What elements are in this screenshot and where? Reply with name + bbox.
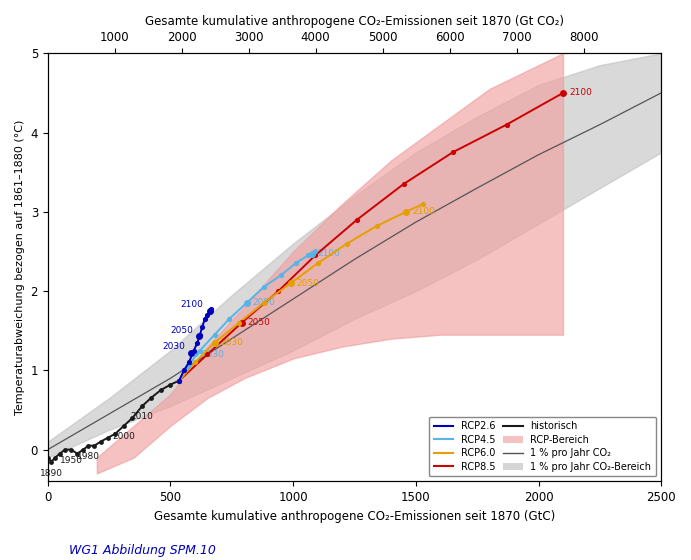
Point	[501, 120, 512, 129]
Text: 2030: 2030	[162, 342, 185, 351]
Legend: RCP2.6, RCP4.5, RCP6.0, RCP8.5, historisch, RCP-Bereich, 1 % pro Jahr CO₂, 1 % p: RCP2.6, RCP4.5, RCP6.0, RCP8.5, historis…	[429, 417, 656, 477]
Point	[306, 249, 317, 258]
Point	[173, 376, 184, 385]
Point	[194, 330, 205, 339]
Point	[145, 394, 156, 403]
Point	[173, 376, 184, 385]
Point	[310, 251, 321, 260]
Text: 2100: 2100	[569, 88, 592, 97]
Point	[310, 247, 321, 256]
Point	[209, 330, 220, 339]
Point	[199, 314, 210, 323]
Point	[182, 362, 193, 371]
X-axis label: Gesamte kumulative anthropogene CO₂-Emissionen seit 1870 (GtC): Gesamte kumulative anthropogene CO₂-Emis…	[154, 510, 555, 522]
Point	[186, 348, 197, 357]
Text: 1980: 1980	[77, 452, 100, 461]
Point	[401, 207, 412, 216]
Text: 2100: 2100	[181, 300, 204, 309]
X-axis label: Gesamte kumulative anthropogene CO₂-Emissionen seit 1870 (Gt CO₂): Gesamte kumulative anthropogene CO₂-Emis…	[145, 15, 564, 28]
Point	[50, 453, 61, 462]
Text: 2050: 2050	[253, 298, 276, 307]
Text: 2030: 2030	[201, 350, 224, 359]
Y-axis label: Temperaturabweichung bezogen auf 1861–1880 (°C): Temperaturabweichung bezogen auf 1861–18…	[15, 120, 25, 415]
Point	[204, 306, 215, 315]
Point	[241, 298, 252, 307]
Point	[285, 279, 296, 288]
Point	[197, 322, 208, 331]
Point	[59, 445, 70, 454]
Point	[178, 366, 189, 375]
Point	[183, 358, 194, 367]
Text: WG1 Abbildung SPM.10: WG1 Abbildung SPM.10	[69, 544, 216, 557]
Point	[236, 318, 247, 327]
Point	[303, 251, 314, 260]
Point	[204, 306, 215, 315]
Text: 2100: 2100	[318, 249, 341, 258]
Point	[83, 441, 94, 450]
Point	[165, 380, 176, 389]
Text: 2050: 2050	[297, 279, 320, 288]
Text: 2010: 2010	[131, 412, 153, 421]
Point	[202, 350, 213, 359]
Point	[241, 298, 252, 307]
Point	[189, 358, 200, 367]
Point	[209, 338, 220, 347]
Point	[285, 279, 296, 288]
Point	[127, 413, 138, 422]
Point	[352, 215, 363, 224]
Point	[398, 180, 409, 189]
Point	[558, 88, 569, 97]
Point	[55, 449, 66, 458]
Point	[137, 402, 148, 410]
Point	[155, 386, 166, 395]
Point	[194, 346, 205, 355]
Text: 2100: 2100	[412, 207, 435, 216]
Text: 2050: 2050	[248, 318, 271, 327]
Point	[290, 259, 301, 268]
Point	[202, 310, 213, 319]
Point	[173, 376, 184, 385]
Point	[234, 318, 245, 327]
Point	[78, 445, 89, 454]
Point	[558, 88, 569, 97]
Point	[72, 449, 83, 458]
Point	[89, 441, 100, 450]
Point	[447, 148, 458, 157]
Point	[371, 222, 382, 231]
Point	[224, 314, 235, 323]
Point	[273, 287, 284, 296]
Point	[194, 332, 205, 340]
Point	[189, 348, 200, 357]
Point	[401, 207, 412, 216]
Point	[258, 298, 269, 307]
Point	[192, 338, 203, 347]
Point	[66, 445, 77, 454]
Point	[118, 421, 129, 430]
Point	[417, 199, 428, 208]
Text: 1950: 1950	[59, 456, 83, 465]
Text: 2030: 2030	[220, 338, 244, 347]
Point	[312, 259, 323, 268]
Point	[95, 437, 106, 446]
Point	[188, 346, 199, 355]
Point	[173, 376, 184, 385]
Point	[275, 270, 286, 279]
Point	[110, 430, 121, 438]
Point	[46, 457, 57, 466]
Point	[205, 305, 216, 314]
Text: 1890: 1890	[40, 469, 63, 478]
Point	[341, 239, 352, 248]
Point	[236, 318, 247, 327]
Point	[102, 433, 113, 442]
Point	[173, 376, 184, 385]
Point	[209, 338, 220, 347]
Point	[258, 283, 269, 292]
Text: 2050: 2050	[170, 326, 193, 335]
Text: 2000: 2000	[113, 432, 135, 441]
Point	[42, 453, 53, 462]
